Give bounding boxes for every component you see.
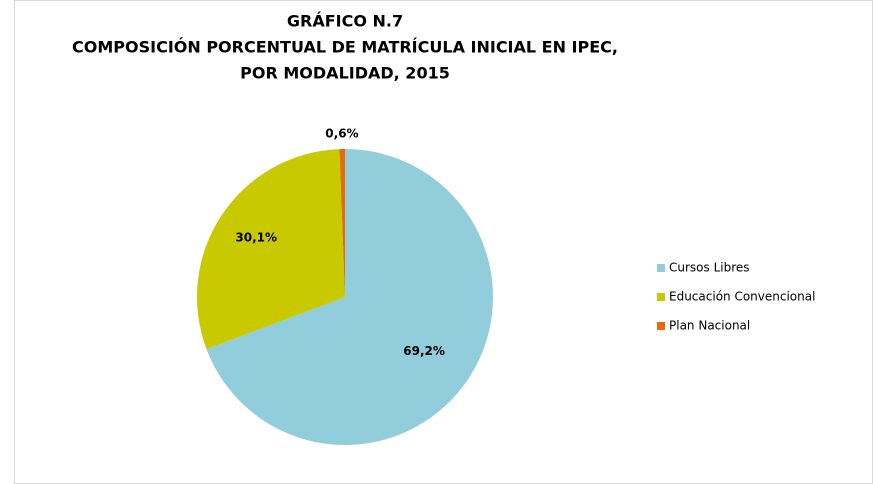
legend-label: Plan Nacional — [669, 319, 750, 333]
chart-title: COMPOSICIÓN PORCENTUAL DE MATRÍCULA INIC… — [72, 38, 618, 57]
legend-swatch — [657, 264, 665, 272]
pie-slice — [339, 149, 345, 297]
pie-slice — [206, 149, 494, 445]
data-label: 0,6% — [325, 127, 358, 141]
chart-title: GRÁFICO N.7 — [287, 12, 403, 31]
legend-label: Cursos Libres — [669, 261, 750, 275]
pie-slice — [197, 149, 345, 350]
legend-label: Educación Convencional — [669, 290, 815, 304]
data-label: 30,1% — [235, 231, 277, 245]
data-label: 69,2% — [403, 344, 445, 358]
legend-swatch — [657, 322, 665, 330]
legend-swatch — [657, 293, 665, 301]
chart-title: POR MODALIDAD, 2015 — [240, 64, 450, 83]
